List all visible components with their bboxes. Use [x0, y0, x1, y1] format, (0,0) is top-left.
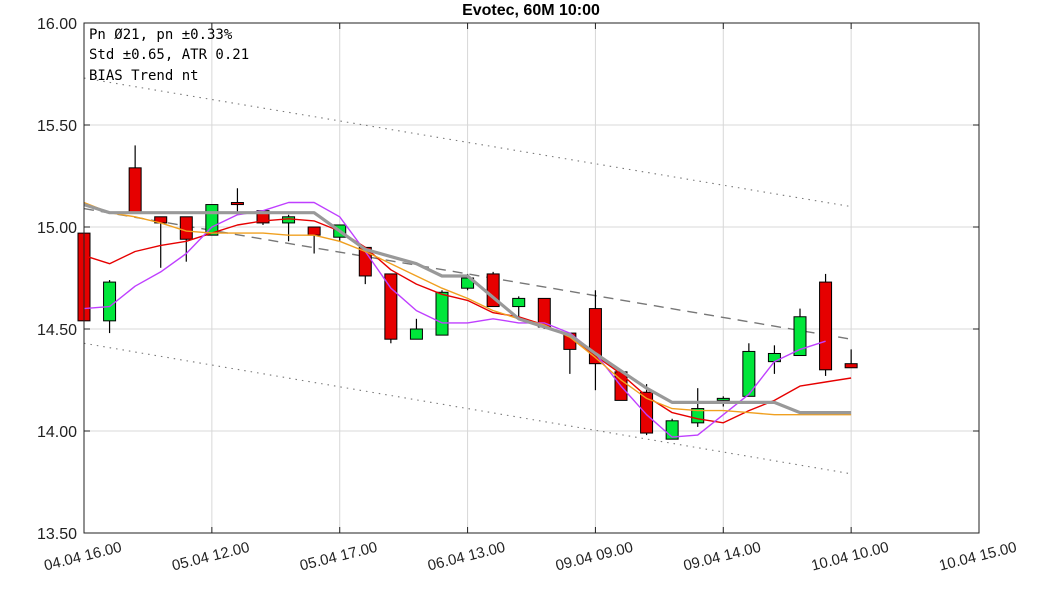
y-tick-label: 14.00	[37, 424, 77, 441]
candle-body	[512, 297, 526, 308]
candle-body	[640, 391, 654, 434]
y-tick-label: 14.50	[37, 322, 77, 339]
candle-body	[844, 363, 858, 369]
y-axis-labels: 16.00 15.50 15.00 14.50 14.00 13.50	[37, 16, 77, 543]
series-line-3	[83, 201, 852, 416]
info-box: Pn Ø21, pn ±0.33% Std ±0.65, ATR 0.21 BI…	[89, 27, 249, 84]
y-tick-label: 15.50	[37, 118, 77, 135]
candle-body	[384, 273, 398, 340]
candle-body	[716, 397, 730, 401]
candle-body	[793, 316, 807, 357]
y-tick-label: 13.50	[37, 526, 77, 543]
y-tick-label: 16.00	[37, 16, 77, 33]
candles	[77, 145, 858, 440]
candle-body	[128, 167, 142, 214]
info-line-3: BIAS Trend nt	[89, 68, 199, 84]
candle-body	[230, 202, 244, 206]
info-line-2: Std ±0.65, ATR 0.21	[89, 47, 249, 63]
series-line-4	[83, 203, 852, 415]
candle-body	[179, 216, 193, 240]
candle-body	[409, 328, 423, 340]
candle-body	[742, 350, 756, 397]
series-line-2	[83, 201, 826, 438]
candle-body	[435, 291, 449, 336]
candle-body	[819, 281, 833, 371]
plot-frame	[83, 22, 980, 534]
candle-body	[282, 216, 296, 224]
indicator-lines	[83, 201, 852, 438]
info-line-1: Pn Ø21, pn ±0.33%	[89, 27, 233, 43]
candle-body	[103, 281, 117, 322]
axis-ticks	[83, 22, 980, 534]
chart-title: Evotec, 60M 10:00	[462, 2, 600, 19]
y-tick-label: 15.00	[37, 220, 77, 237]
candle-body	[307, 226, 321, 236]
candle-body	[767, 352, 781, 363]
band-lines	[83, 77, 852, 475]
series-line-5	[83, 207, 852, 340]
